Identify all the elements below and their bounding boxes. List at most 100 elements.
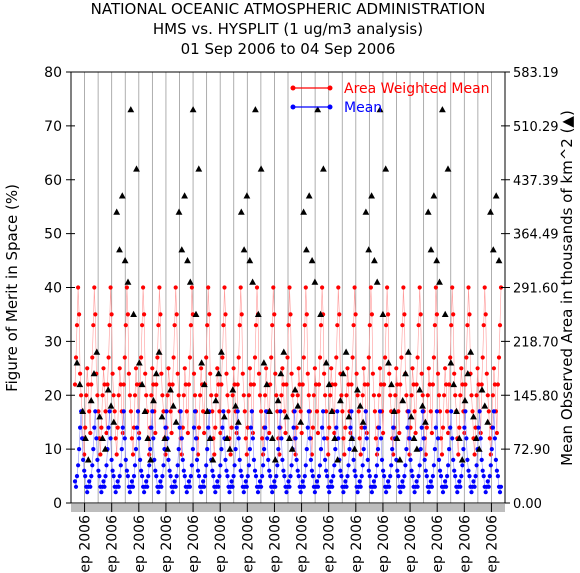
observed-area-marker bbox=[101, 445, 109, 452]
area-weighted-mean-point bbox=[435, 371, 441, 376]
mean-point bbox=[122, 436, 127, 441]
observed-area-marker bbox=[308, 257, 316, 264]
area-weighted-mean-point bbox=[346, 382, 351, 387]
area-weighted-mean-point bbox=[157, 285, 162, 290]
area-weighted-mean-point bbox=[286, 323, 291, 328]
y-left-tick-label: 10 bbox=[44, 442, 62, 458]
area-weighted-mean-point bbox=[210, 409, 215, 414]
area-weighted-mean-point bbox=[180, 425, 185, 430]
mean-point bbox=[329, 479, 334, 484]
area-weighted-mean-point bbox=[204, 355, 209, 360]
area-weighted-mean-point bbox=[295, 393, 300, 398]
area-weighted-mean-point bbox=[116, 393, 121, 398]
observed-area-marker bbox=[320, 165, 327, 172]
area-weighted-mean-point bbox=[482, 285, 487, 290]
area-weighted-mean-point bbox=[484, 371, 489, 376]
observed-area-marker bbox=[212, 397, 220, 404]
mean-point bbox=[225, 474, 230, 479]
observed-area-marker bbox=[467, 348, 475, 355]
mean-point bbox=[193, 436, 199, 441]
observed-area-marker bbox=[424, 208, 432, 215]
area-weighted-mean-point bbox=[419, 371, 424, 376]
area-weighted-mean-point bbox=[183, 382, 188, 387]
mean-point bbox=[134, 425, 140, 430]
area-weighted-mean-point bbox=[232, 382, 237, 387]
mean-point bbox=[230, 484, 235, 489]
mean-point bbox=[135, 409, 141, 414]
legend: Area Weighted Mean Mean bbox=[290, 81, 490, 116]
mean-point bbox=[384, 490, 389, 495]
area-weighted-mean-point bbox=[92, 285, 97, 290]
mean-point bbox=[176, 447, 181, 452]
mean-point bbox=[178, 409, 183, 414]
title: NATIONAL OCEANIC ATMOSPHERIC ADMINISTRAT… bbox=[91, 0, 486, 58]
mean-point bbox=[244, 484, 249, 489]
mean-point bbox=[407, 436, 412, 441]
area-weighted-mean-point bbox=[123, 323, 128, 328]
mean-point bbox=[307, 436, 312, 441]
mean-point bbox=[409, 468, 414, 473]
area-weighted-mean-point bbox=[343, 425, 348, 430]
area-weighted-mean-point bbox=[310, 425, 315, 430]
observed-area-marker bbox=[492, 192, 500, 199]
mean-point bbox=[123, 457, 128, 462]
mean-point bbox=[445, 474, 450, 479]
area-weighted-mean-point bbox=[248, 382, 253, 387]
mean-point bbox=[412, 490, 417, 495]
observed-area-marker bbox=[76, 380, 84, 388]
x-tick-label: Sep 2006 bbox=[295, 515, 311, 573]
mean-point bbox=[312, 490, 317, 495]
mean-point bbox=[168, 474, 173, 479]
mean-point bbox=[398, 490, 403, 495]
area-weighted-mean-point bbox=[436, 393, 442, 398]
observed-area-marker bbox=[376, 106, 384, 113]
area-weighted-mean-point bbox=[96, 409, 101, 414]
area-weighted-mean-point bbox=[317, 355, 323, 360]
area-weighted-mean-point bbox=[244, 452, 249, 457]
observed-area-marker bbox=[113, 208, 121, 215]
area-weighted-mean-point bbox=[168, 409, 173, 414]
area-weighted-mean-point bbox=[491, 366, 496, 371]
mean-point bbox=[261, 463, 266, 468]
mean-point bbox=[195, 468, 201, 473]
area-weighted-mean-point bbox=[285, 355, 290, 360]
mean-point bbox=[404, 447, 409, 452]
area-weighted-mean-point bbox=[334, 355, 339, 360]
mean-point bbox=[296, 474, 301, 479]
observed-area-marker bbox=[288, 445, 296, 452]
area-weighted-mean-point bbox=[187, 355, 192, 360]
area-weighted-mean-point bbox=[305, 371, 310, 376]
mean-point bbox=[461, 447, 466, 452]
area-weighted-mean-point bbox=[189, 285, 194, 290]
mean-point bbox=[248, 425, 253, 430]
area-weighted-mean-point bbox=[432, 323, 437, 328]
area-weighted-mean-point bbox=[394, 366, 399, 371]
area-weighted-mean-point bbox=[430, 382, 435, 387]
area-weighted-mean-point bbox=[131, 425, 137, 430]
mean-point bbox=[174, 474, 179, 479]
mean-point bbox=[130, 484, 136, 489]
observed-area-marker bbox=[472, 434, 480, 441]
mean-point bbox=[405, 425, 410, 430]
observed-area-marker bbox=[433, 257, 441, 264]
mean-point bbox=[375, 447, 381, 452]
observed-area-marker bbox=[90, 370, 98, 377]
mean-point bbox=[221, 409, 226, 414]
mean-point bbox=[170, 490, 175, 495]
y-right-tick-label: 0.00 bbox=[513, 497, 542, 512]
area-weighted-mean-point bbox=[369, 312, 374, 317]
area-weighted-mean-point bbox=[224, 371, 229, 376]
observed-area-marker bbox=[410, 434, 418, 441]
area-weighted-mean-point bbox=[315, 430, 321, 436]
area-weighted-mean-point bbox=[385, 285, 390, 290]
mean-point bbox=[166, 457, 171, 462]
area-weighted-mean-point bbox=[339, 393, 344, 398]
area-weighted-mean-point bbox=[288, 312, 293, 317]
area-weighted-mean-point bbox=[103, 409, 108, 414]
observed-area-marker bbox=[368, 192, 375, 199]
mean-point bbox=[219, 447, 224, 452]
mean-point bbox=[327, 490, 332, 495]
area-weighted-mean-point bbox=[111, 393, 116, 398]
mean-point bbox=[292, 409, 297, 414]
